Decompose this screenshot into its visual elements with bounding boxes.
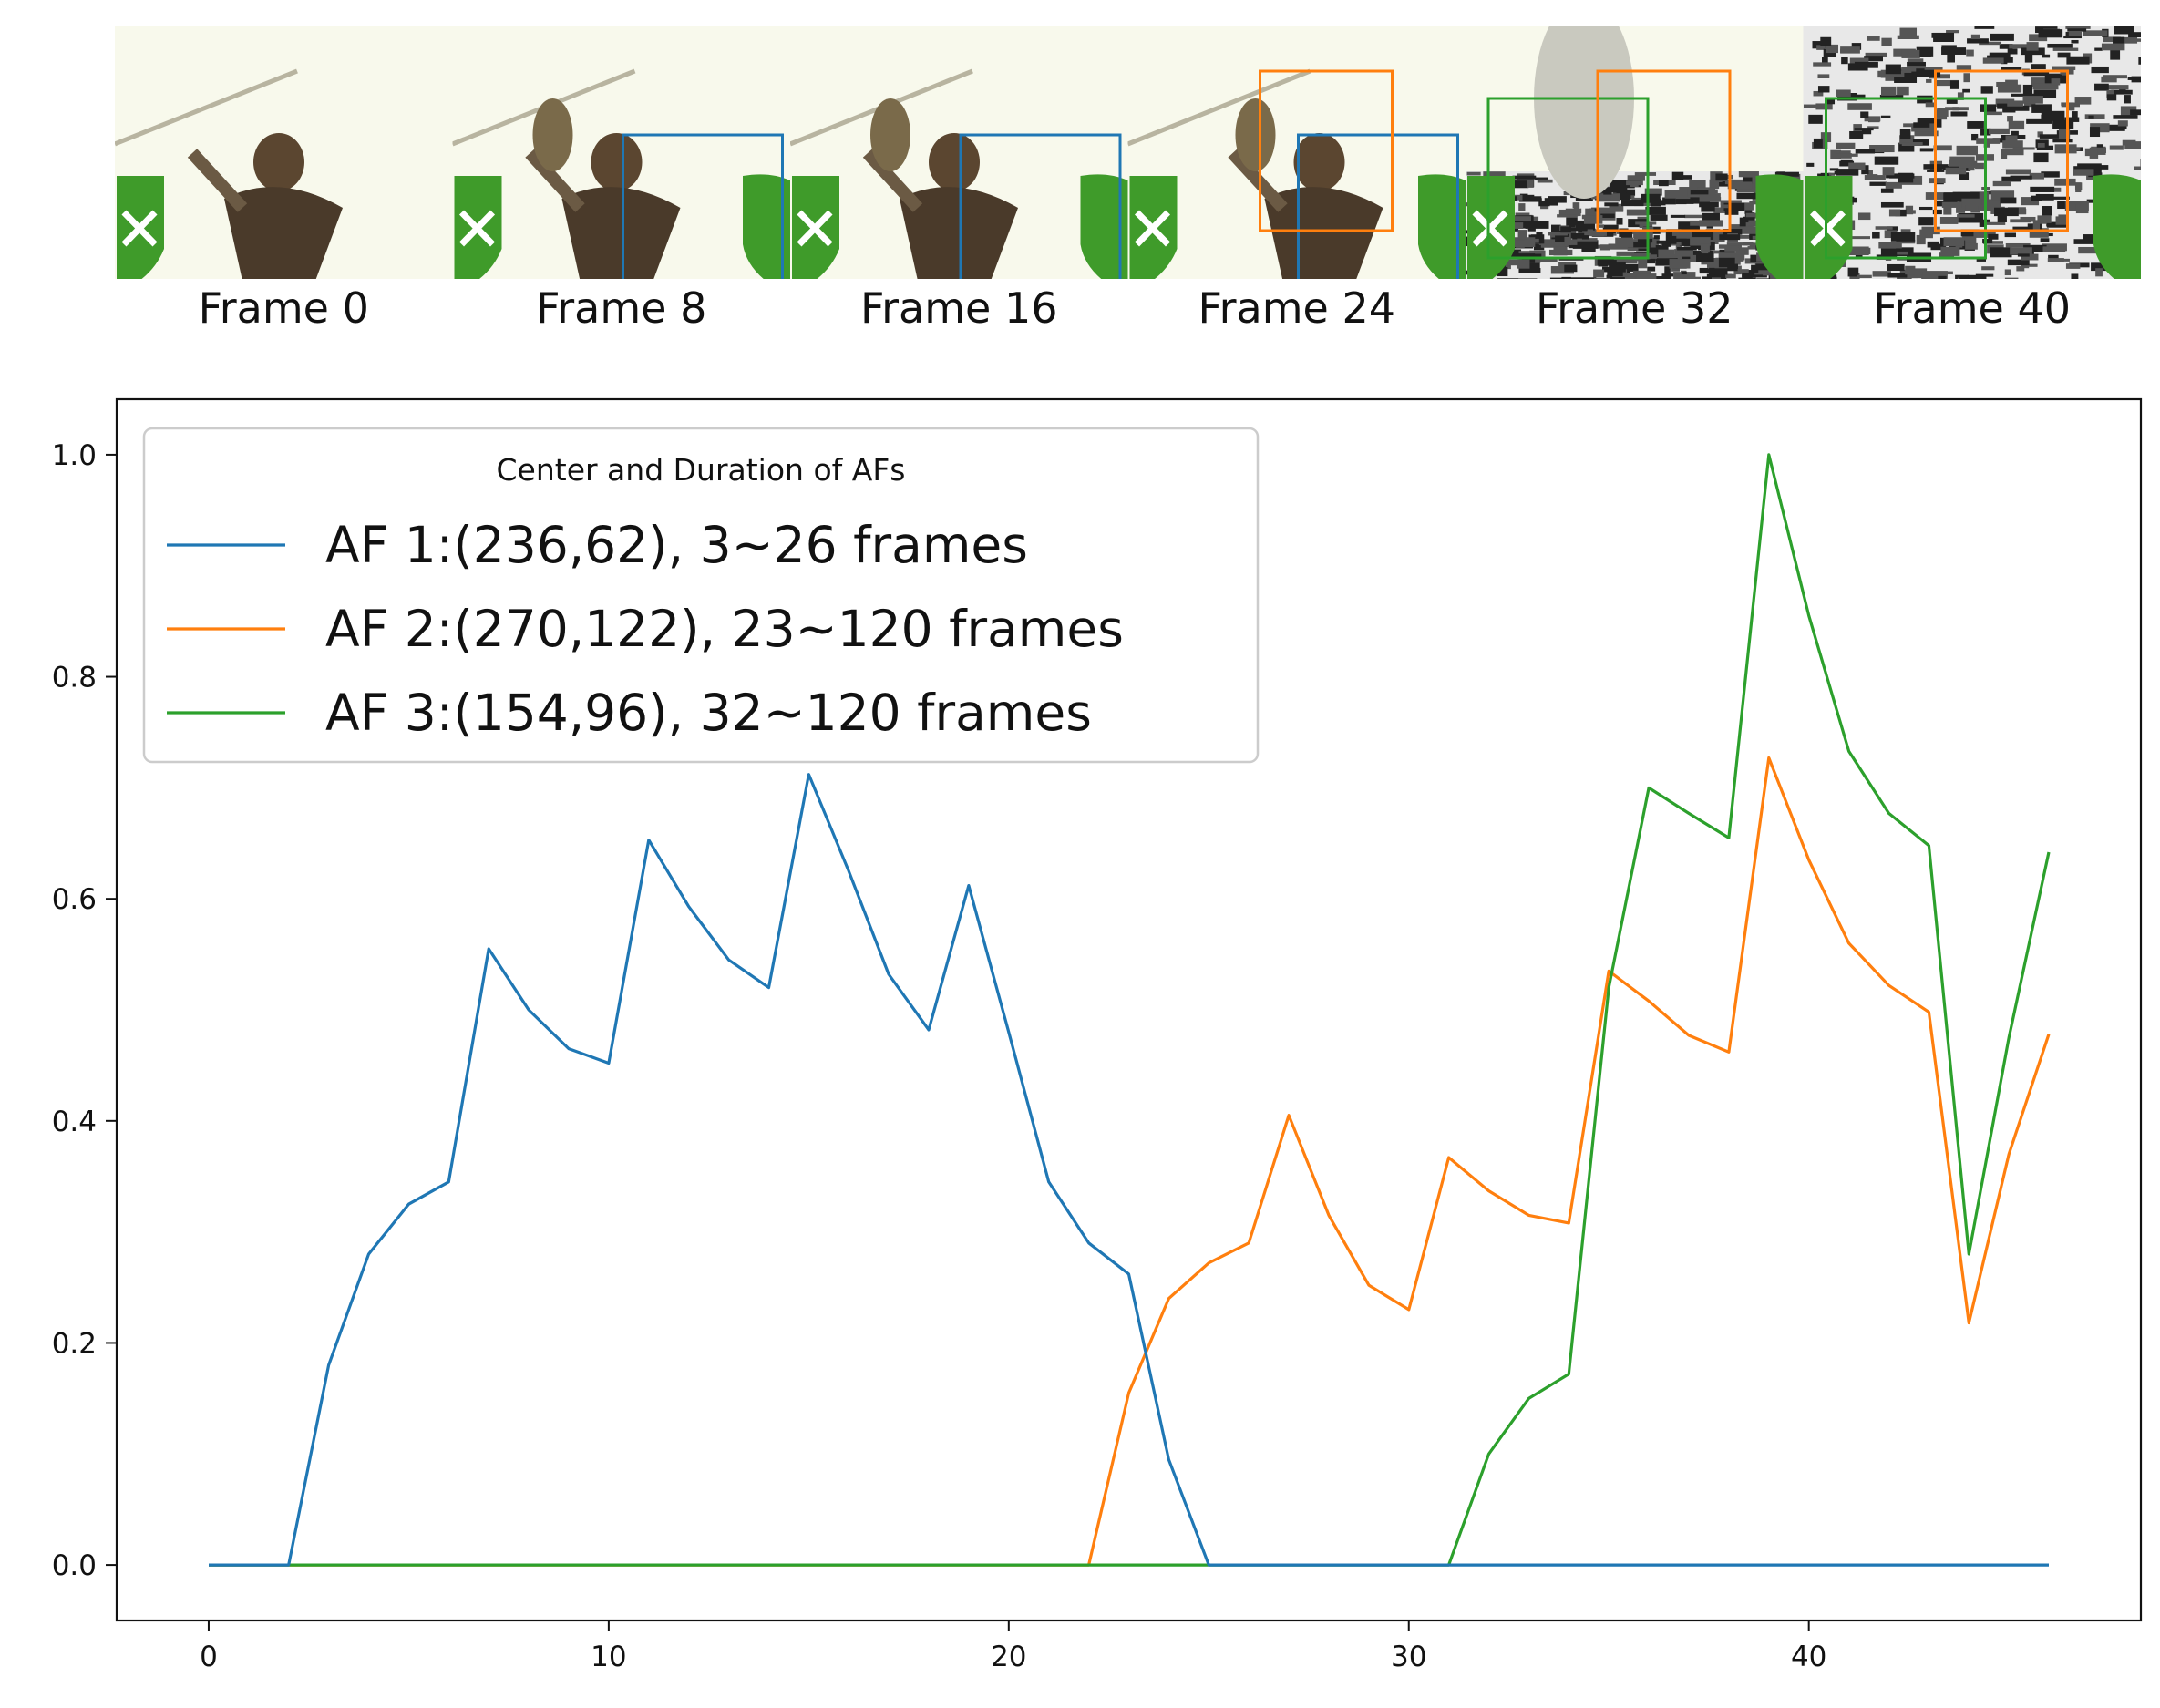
bounding-box-af-1 — [1297, 133, 1459, 279]
bounding-box-af-2 — [1259, 69, 1394, 232]
person-figure — [862, 98, 1018, 279]
bounding-box-af-3 — [1825, 97, 1987, 260]
bounding-box-af-2 — [1934, 69, 2069, 232]
legend-label-af-2: AF 2:(270,122), 23~120 frames — [325, 600, 1124, 658]
frame-caption: Frame 0 — [199, 283, 369, 333]
x-tick-label: 30 — [1391, 1641, 1426, 1673]
frame-strip: Frame 0 Frame 8 Frame 16 Frame 24 Frame 32 Fr… — [115, 26, 2141, 333]
frame-thumbnail — [1803, 26, 2141, 279]
series-lines — [209, 453, 2051, 1567]
legend-entries: AF 1:(236,62), 3~26 frames AF 2:(270,122)… — [167, 516, 1124, 742]
bounding-box-af-1 — [959, 133, 1122, 279]
shield-logo-icon — [743, 174, 790, 279]
legend: Center and Duration of AFs AF 1:(236,62)… — [142, 427, 1260, 764]
frame-thumbnail — [790, 26, 1128, 279]
shield-logo-icon — [792, 176, 839, 279]
shield-logo-icon — [1755, 174, 1804, 279]
x-tick-label: 40 — [1791, 1641, 1826, 1673]
legend-label-af-1: AF 1:(236,62), 3~26 frames — [325, 516, 1028, 574]
person-figure — [187, 133, 343, 279]
frame-caption: Frame 24 — [1198, 283, 1395, 333]
x-axis: 0 10 20 30 40 — [200, 1621, 1826, 1673]
y-axis: 0.0 0.2 0.4 0.6 0.8 1.0 — [52, 439, 117, 1582]
frame-caption: Frame 32 — [1536, 283, 1733, 333]
y-tick-label: 0.2 — [52, 1327, 97, 1360]
bounding-box-af-1 — [622, 133, 784, 279]
frame-thumbnail — [115, 26, 453, 279]
y-tick-label: 1.0 — [52, 439, 97, 472]
series-line-af-1 — [209, 773, 2049, 1567]
background-streak — [1127, 68, 1311, 147]
bounding-box-af-2 — [1596, 69, 1732, 232]
object-shape — [870, 98, 910, 171]
shield-logo-icon — [117, 176, 164, 279]
x-tick-label: 20 — [991, 1641, 1026, 1673]
frame-thumbnail — [1127, 26, 1466, 279]
bounding-box-af-3 — [1486, 97, 1650, 260]
x-tick-label: 0 — [200, 1641, 218, 1673]
y-tick-label: 0.6 — [52, 883, 97, 916]
object-shape — [1235, 98, 1276, 171]
object-shape — [532, 98, 573, 171]
y-tick-label: 0.8 — [52, 662, 97, 695]
shield-logo-icon — [454, 176, 502, 279]
person-figure — [525, 98, 681, 279]
legend-label-af-3: AF 3:(154,96), 32~120 frames — [325, 684, 1092, 742]
y-tick-label: 0.0 — [52, 1549, 97, 1582]
blurred-figure — [1534, 26, 1634, 199]
legend-box — [142, 427, 1260, 764]
series-line-af-3 — [209, 453, 2051, 1567]
frame-caption: Frame 16 — [860, 283, 1057, 333]
shield-logo-icon — [1418, 174, 1466, 279]
shield-logo-icon — [1129, 176, 1178, 279]
shield-logo-icon — [1080, 174, 1128, 279]
shield-logo-icon — [2093, 174, 2141, 279]
y-tick-label: 0.4 — [52, 1106, 97, 1138]
x-tick-label: 10 — [591, 1641, 626, 1673]
background-streak — [115, 68, 298, 147]
frame-caption: Frame 8 — [536, 283, 706, 333]
frame-caption: Frame 40 — [1874, 283, 2071, 333]
person-figure — [1228, 98, 1383, 279]
shield-logo-icon — [1467, 176, 1515, 279]
frame-thumbnail — [1466, 26, 1804, 279]
legend-title: Center and Duration of AFs — [497, 452, 906, 488]
frame-thumbnail — [452, 26, 790, 279]
shield-logo-icon — [1805, 176, 1853, 279]
